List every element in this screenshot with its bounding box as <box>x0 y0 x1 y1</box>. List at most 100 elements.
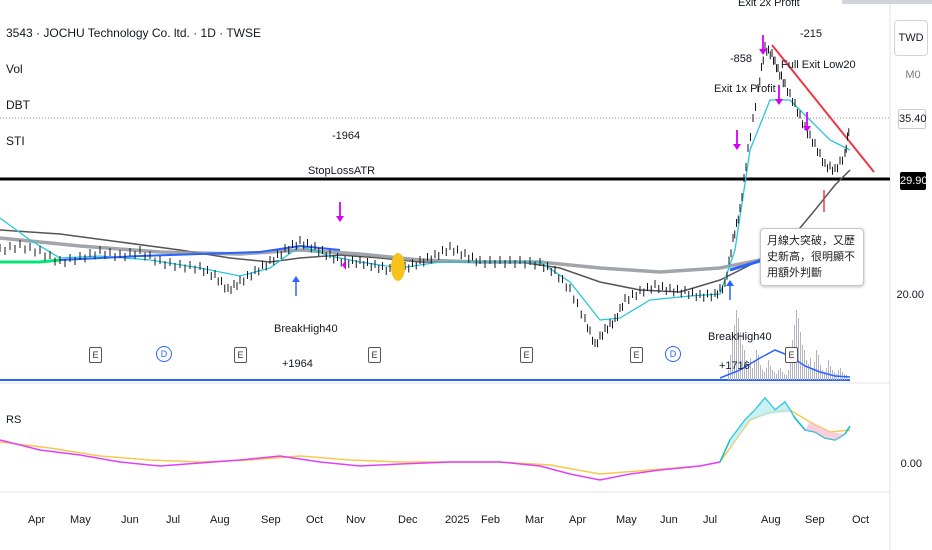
volume-bar <box>818 355 819 380</box>
volume-bar <box>778 370 779 380</box>
volume-bar <box>756 350 757 380</box>
volume-bar <box>806 360 807 380</box>
trend-blue-segment <box>59 244 341 261</box>
volume-bar <box>840 368 841 380</box>
earnings-badge[interactable]: E <box>630 347 643 363</box>
volume-bar <box>788 370 789 380</box>
volume-bar <box>762 370 763 380</box>
dividend-badge[interactable]: D <box>665 346 681 362</box>
sell-arrow <box>733 144 741 150</box>
signal-yellow-marker <box>391 253 405 281</box>
volume-bar <box>748 364 749 380</box>
volume-bar <box>738 318 739 380</box>
volume-bar <box>776 374 777 380</box>
volume-bar <box>736 310 737 380</box>
volume-bar <box>838 370 839 380</box>
time-axis-label: 2025 <box>445 514 470 526</box>
time-axis-label: Sep <box>805 514 825 526</box>
rs-fill-cyan <box>730 398 795 448</box>
volume-bar <box>828 360 829 380</box>
volume-bar <box>824 372 825 380</box>
symbol-title[interactable]: 3543 · JOCHU Technology Co. ltd. · 1D · … <box>6 26 261 40</box>
volume-bar <box>790 355 791 380</box>
volume-bar <box>822 370 823 380</box>
fullexit-label: Full Exit Low20 <box>781 59 856 71</box>
rs-tick-0: 0.00 <box>900 458 922 470</box>
volume-bar <box>752 368 753 380</box>
long-ma-line <box>0 169 851 293</box>
volume-bar <box>786 375 787 380</box>
time-axis-label: Aug <box>210 514 230 526</box>
volume-bar <box>774 372 775 380</box>
volume-bar <box>808 364 809 380</box>
time-axis-label: Aug <box>761 514 781 526</box>
volume-bar <box>814 362 815 380</box>
volume-bar <box>742 345 743 380</box>
breakhigh2-value: +1716 <box>719 360 750 372</box>
fullexit-value: -215 <box>800 28 823 40</box>
time-axis-label: Jul <box>166 514 181 526</box>
stoploss-value: -1964 <box>332 130 361 142</box>
time-axis-label: Nov <box>346 514 366 526</box>
time-axis-label: Apr <box>569 514 587 526</box>
volume-bar <box>744 350 745 380</box>
volume-bar <box>734 325 735 380</box>
time-axis-label: May <box>70 514 91 526</box>
volume-bar <box>746 360 747 380</box>
volume-bar <box>780 368 781 380</box>
time-axis-label: Dec <box>398 514 418 526</box>
buy-arrow <box>726 280 734 286</box>
volume-bar <box>796 310 797 380</box>
top-toolbar-edge <box>842 0 932 4</box>
time-axis-label: Oct <box>306 514 324 526</box>
time-axis-label: Jun <box>660 514 678 526</box>
exit2x-label: Exit 2x Profit <box>738 0 800 9</box>
sell-arrow <box>803 126 811 132</box>
rs-line-magenta <box>0 439 721 481</box>
earnings-badge[interactable]: E <box>89 347 102 363</box>
exit1x-value: -858 <box>730 53 753 65</box>
volume-bar <box>812 368 813 380</box>
rs-panel-label[interactable]: RS <box>6 414 22 426</box>
volume-bar <box>760 365 761 380</box>
earnings-badge[interactable]: E <box>785 347 798 363</box>
rs-fill-pink <box>805 422 845 440</box>
earnings-badge[interactable]: E <box>368 347 381 363</box>
time-axis-label: Mar <box>525 514 544 526</box>
volume-bar <box>800 332 801 380</box>
volume-bar <box>770 366 771 380</box>
earnings-badge[interactable]: E <box>520 347 533 363</box>
volume-bar <box>784 374 785 380</box>
earnings-badge[interactable]: E <box>234 347 247 363</box>
volume-bar <box>766 368 767 380</box>
indicator-dbt[interactable]: DBT <box>6 98 30 112</box>
volume-bar <box>764 372 765 380</box>
sell-arrow <box>759 49 767 55</box>
volume-bar <box>782 372 783 380</box>
volume-bar <box>730 355 731 380</box>
currency-button[interactable]: TWD <box>894 20 928 56</box>
volume-bar <box>732 340 733 380</box>
stop-line-price-tag: 29.90 <box>900 172 928 190</box>
current-price-tag: 35.40 <box>898 109 927 129</box>
breakhigh2-label: BreakHigh40 <box>708 331 772 343</box>
volume-bar <box>750 358 751 380</box>
sell-marker-small <box>342 260 346 270</box>
annotation-note[interactable]: 月線大突破，又歷史新高，很明顯不用額外判斷 <box>760 228 864 286</box>
time-axis-label: Feb <box>481 514 500 526</box>
volume-bar <box>754 362 755 380</box>
breakhigh1-value: +1964 <box>282 358 313 370</box>
indicator-vol[interactable]: Vol <box>6 62 23 76</box>
time-axis-label: Jun <box>121 514 139 526</box>
dividend-badge[interactable]: D <box>156 346 172 362</box>
volume-bar <box>772 370 773 380</box>
volume-bar <box>798 318 799 380</box>
buy-arrow <box>292 276 300 282</box>
sell-arrow <box>336 216 344 222</box>
trend-line <box>771 44 875 173</box>
exit1x-label: Exit 1x Profit <box>714 83 776 95</box>
time-axis-label: Sep <box>261 514 281 526</box>
indicator-sti[interactable]: STI <box>6 134 25 148</box>
price-tick-top: M0 <box>905 69 921 81</box>
